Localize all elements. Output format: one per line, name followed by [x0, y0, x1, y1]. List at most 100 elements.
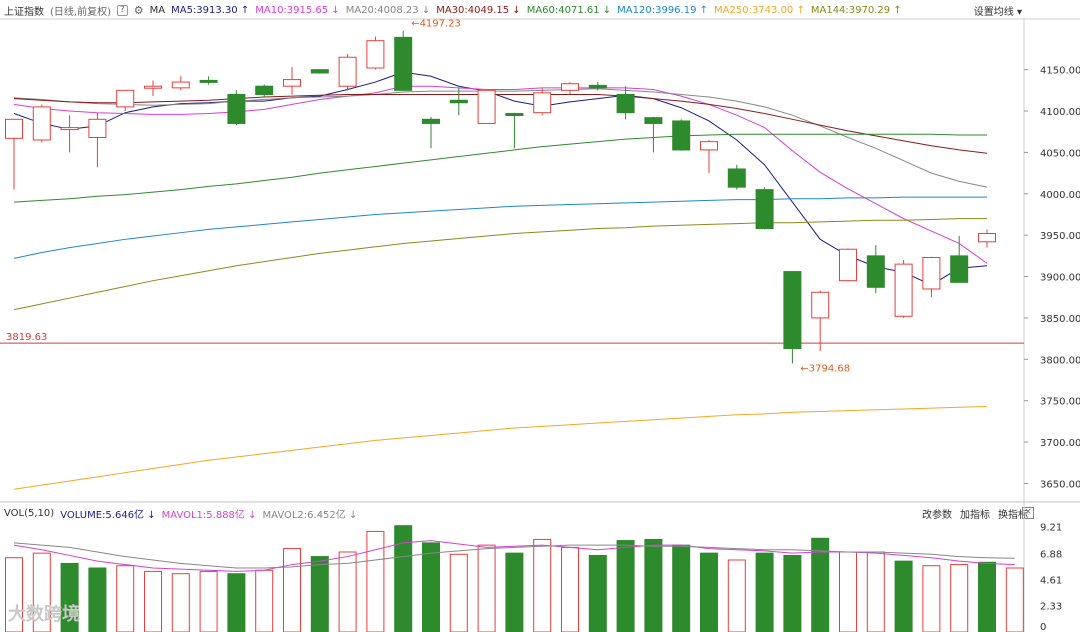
volume-bar: [727, 559, 746, 632]
gear-icon[interactable]: ⚙: [133, 3, 144, 17]
ma-items: MA5:3913.30 ↑ MA10:3915.65 ↓ MA20:4008.23 …: [171, 5, 908, 16]
volume-bar: [588, 554, 607, 632]
candle-body: [449, 99, 468, 104]
candle-body: [505, 113, 524, 117]
vol-y-tick-label: 0: [1040, 622, 1046, 632]
settings-label: 设置均线: [973, 6, 1014, 18]
volume-bar: [283, 548, 301, 632]
y-tick-label: 3750.00: [1040, 397, 1080, 408]
candle-body: [727, 168, 746, 188]
index-name: 上证指数: [4, 6, 44, 18]
candle-body: [922, 257, 941, 290]
volume-bar: [5, 557, 23, 632]
vol-legend-item: MAVOL2:6.452亿 ↓: [262, 509, 358, 521]
volume-bar: [755, 552, 774, 632]
candle-body: [144, 85, 162, 89]
candle-body: [283, 79, 301, 87]
y-tick-label: 3650.00: [1040, 479, 1080, 490]
candle-body: [978, 233, 996, 243]
vol-ma-line-mavol2: [13, 542, 1015, 569]
volume-bar: [394, 525, 413, 632]
candle-body: [394, 36, 413, 91]
ma-label: MA: [149, 4, 166, 16]
ma-legend: 上证指数 (日线,前复权) ? ⚙ MA MA5:3913.30 ↑ MA10:3…: [0, 2, 1080, 18]
candle-body: [811, 291, 830, 319]
candle-body: [477, 89, 496, 124]
ma-legend-item: MA30:4049.15 ↓: [436, 4, 521, 16]
volume-bar: [978, 561, 996, 632]
ma-legend-item: MA10:3915.65 ↓: [255, 4, 340, 16]
help-icon[interactable]: ?: [116, 4, 128, 16]
volume-bar: [255, 569, 274, 632]
candle-body: [533, 92, 552, 114]
extreme-label: ←3794.68: [800, 364, 850, 375]
ma-line-ma30: [13, 93, 988, 154]
candle-body: [894, 263, 913, 317]
vol-legend-item: MAVOL1:5.888亿 ↓: [161, 509, 257, 521]
ma-legend-item: MA5:3913.30 ↑: [171, 4, 250, 16]
vol-y-tick-label: 6.88: [1040, 549, 1062, 560]
ma-line-ma120: [13, 196, 987, 259]
volume-bar: [310, 556, 329, 632]
candle-body: [588, 84, 607, 89]
menu-switch-indicator[interactable]: 换指标: [998, 509, 1028, 521]
indicator-menu: 改参数 加指标 换指标: [922, 506, 1028, 521]
watermark: 大数跨境: [8, 604, 80, 625]
volume-bar: [449, 553, 468, 632]
y-tick-label: 3800.00: [1040, 355, 1080, 366]
menu-change-params[interactable]: 改参数: [922, 509, 952, 521]
close-icon[interactable]: ×: [1022, 507, 1034, 519]
candle-body: [88, 118, 107, 139]
candle-body: [32, 106, 51, 141]
volume-bar: [144, 570, 162, 632]
candle-body: [199, 79, 218, 83]
y-tick-label: 4000.00: [1040, 190, 1080, 201]
volume-bar: [32, 552, 51, 632]
candle-body: [866, 255, 885, 288]
ma-line-ma10: [13, 85, 988, 264]
volume-bar: [116, 565, 135, 632]
volume-bar: [199, 570, 218, 632]
ma-line-ma60: [13, 133, 987, 203]
y-tick-label: 4150.00: [1040, 66, 1080, 77]
ma-line-ma250: [13, 405, 988, 490]
candle-body: [700, 141, 718, 151]
vol-items: VOLUME:5.646亿 ↓ MAVOL1:5.888亿 ↓ MAVOL2:6.4…: [60, 506, 363, 521]
ma-legend-item: MA144:3970.29 ↑: [810, 4, 902, 16]
candle-body: [60, 127, 79, 131]
vol-label: VOL(5,10): [4, 507, 55, 519]
volume-bar: [60, 562, 79, 632]
volume-bar: [505, 552, 524, 632]
candle-body: [950, 255, 969, 283]
y-tick-label: 4050.00: [1040, 148, 1080, 159]
y-tick-label: 3950.00: [1040, 231, 1080, 242]
candle-body: [227, 93, 246, 124]
volume-bar: [922, 565, 941, 632]
candle-body: [616, 93, 635, 114]
candle-body: [366, 40, 385, 69]
settings-button[interactable]: 设置均线 ▾: [973, 6, 1022, 18]
vol-y-tick-label: 2.33: [1040, 601, 1062, 612]
menu-add-indicator[interactable]: 加指标: [960, 509, 990, 521]
candle-body: [783, 271, 802, 350]
volume-bar: [533, 538, 552, 632]
volume-bar: [839, 551, 857, 632]
y-tick-label: 3900.00: [1040, 273, 1080, 284]
volume-bar: [366, 530, 385, 632]
volume-bar: [866, 551, 885, 632]
volume-bar: [894, 560, 913, 632]
volume-bar: [561, 546, 579, 632]
y-tick-label: 4100.00: [1040, 107, 1080, 118]
reference-line-label: 3819.63: [6, 332, 47, 343]
y-tick-label: 3700.00: [1040, 438, 1080, 449]
volume-bar: [227, 573, 246, 632]
candle-body: [644, 117, 663, 124]
volume-legend: VOL(5,10) VOLUME:5.646亿 ↓ MAVOL1:5.888亿 ↓…: [0, 505, 1080, 521]
vol-legend-item: VOLUME:5.646亿 ↓: [60, 509, 156, 521]
candle-body: [755, 189, 774, 230]
y-tick-label: 3850.00: [1040, 314, 1080, 325]
candle-body: [255, 85, 274, 95]
volume-bar: [644, 538, 663, 632]
ma-line-ma144: [13, 218, 987, 311]
